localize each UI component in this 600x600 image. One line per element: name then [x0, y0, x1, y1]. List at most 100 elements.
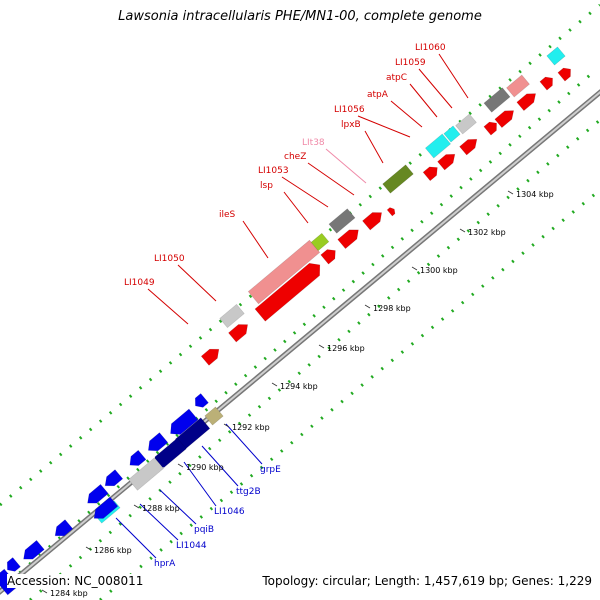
forward-gene-5[interactable] [362, 208, 385, 231]
dot-track-2 [29, 118, 600, 600]
gene-label-bottom-2[interactable]: LI1046 [214, 507, 245, 517]
gene-label-top-4[interactable]: LI1056 [334, 105, 365, 115]
gene-label-top-12[interactable]: LI1049 [124, 278, 155, 288]
reverse-gene-1[interactable] [166, 408, 199, 439]
genome-backbone [0, 89, 600, 595]
map-title: Lawsonia intracellularis PHE/MN1-00, com… [118, 9, 482, 24]
gene-label-bottom-4[interactable]: LI1044 [176, 541, 207, 551]
reverse-gene-11[interactable] [90, 496, 119, 523]
tick-mark-4 [223, 423, 230, 428]
upper-feature-0[interactable] [219, 303, 245, 329]
forward-gene-13[interactable] [557, 65, 574, 82]
upper-feature-7[interactable] [455, 113, 477, 135]
reverse-gene-4[interactable] [101, 469, 124, 491]
leader-top-7 [307, 162, 355, 196]
upper-feature-1[interactable] [247, 239, 321, 305]
accession-text: Accession: NC_008011 [7, 574, 144, 588]
reverse-gene-0[interactable] [192, 393, 209, 411]
gene-label-top-9[interactable]: lsp [260, 181, 273, 191]
tick-label-8: 1300 kbp [420, 266, 458, 275]
gene-label-top-7[interactable]: cheZ [284, 152, 306, 162]
forward-gene-2[interactable] [254, 259, 325, 322]
reverse-gene-9[interactable] [204, 406, 224, 426]
gene-label-bottom-0[interactable]: grpE [260, 465, 281, 475]
reverse-gene-8[interactable] [128, 457, 164, 491]
tick-label-9: 1302 kbp [468, 228, 506, 237]
tick-mark-6 [318, 344, 325, 349]
forward-gene-1[interactable] [228, 320, 251, 343]
tick-label-1: 1286 kbp [94, 546, 132, 555]
leader-bottom-3 [159, 489, 197, 525]
upper-feature-2[interactable] [310, 232, 330, 252]
reverse-gene-5[interactable] [84, 483, 109, 507]
upper-feature-8[interactable] [483, 87, 511, 113]
leader-bottom-0 [225, 423, 263, 465]
reverse-gene-13[interactable] [20, 539, 45, 563]
tick-mark-3 [177, 463, 184, 468]
backbone-highlight [0, 91, 600, 593]
label-leaders [115, 53, 469, 559]
forward-gene-9[interactable] [483, 119, 500, 136]
forward-gene-0[interactable] [200, 345, 223, 366]
forward-gene-6[interactable] [422, 163, 441, 182]
gene-label-bottom-1[interactable]: ttg2B [236, 487, 261, 497]
leader-top-4 [357, 115, 411, 138]
tick-label-6: 1296 kbp [327, 344, 365, 353]
leader-top-1 [418, 68, 453, 109]
feature-layer [0, 46, 574, 596]
gene-label-top-3[interactable]: atpA [367, 90, 389, 100]
tick-label-2: 1288 kbp [142, 504, 180, 513]
gene-label-top-1[interactable]: LI1059 [395, 58, 426, 68]
gene-label-top-5[interactable]: lpxB [341, 120, 361, 130]
leader-top-2 [409, 83, 438, 118]
reverse-gene-3[interactable] [126, 449, 147, 469]
leader-top-10 [242, 220, 269, 259]
leader-bottom-2 [183, 461, 217, 507]
tick-label-0: 1284 kbp [50, 589, 88, 598]
forward-gene-12[interactable] [539, 74, 556, 91]
tick-label-10: 1304 kbp [516, 190, 554, 199]
forward-gene-14[interactable] [386, 206, 397, 217]
gene-label-top-6[interactable]: LIt38 [302, 138, 325, 148]
upper-feature-3[interactable] [328, 208, 356, 234]
leader-top-5 [364, 130, 384, 164]
upper-feature-6[interactable] [443, 125, 461, 143]
leader-bottom-5 [115, 517, 157, 559]
leader-top-12 [147, 288, 189, 325]
forward-gene-7[interactable] [437, 150, 459, 171]
leader-top-0 [438, 53, 469, 99]
tick-mark-9 [459, 228, 466, 233]
gene-label-bottom-3[interactable]: pqiB [194, 525, 214, 535]
upper-feature-9[interactable] [506, 74, 530, 98]
tick-label-7: 1298 kbp [373, 304, 411, 313]
forward-gene-8[interactable] [459, 135, 481, 156]
gene-label-bottom-5[interactable]: hprA [154, 559, 176, 569]
tick-mark-8 [411, 266, 418, 271]
forward-gene-11[interactable] [516, 89, 539, 112]
upper-feature-5[interactable] [424, 133, 452, 159]
gene-label-top-2[interactable]: atpC [386, 73, 407, 83]
reverse-gene-12[interactable] [51, 519, 74, 541]
forward-gene-4[interactable] [337, 225, 363, 250]
forward-gene-10[interactable] [494, 106, 517, 129]
axis-ticks: 1284 kbp 1286 kbp 1288 kbp 1290 kbp 1292 kbp… [41, 190, 554, 598]
leader-bottom-4 [139, 503, 179, 541]
tick-mark-2 [133, 504, 140, 509]
tick-mark-1 [85, 546, 92, 551]
tick-mark-10 [507, 190, 514, 195]
reverse-gene-14[interactable] [4, 557, 21, 575]
gene-label-top-8[interactable]: LI1053 [258, 166, 289, 176]
gene-label-top-0[interactable]: LI1060 [415, 43, 446, 53]
upper-feature-4[interactable] [382, 164, 414, 194]
gene-label-top-11[interactable]: LI1050 [154, 254, 185, 264]
dot-track-3 [99, 188, 600, 600]
reverse-gene-2[interactable] [144, 432, 169, 456]
leader-top-9 [283, 191, 309, 224]
forward-gene-3[interactable] [320, 246, 339, 265]
gene-label-top-10[interactable]: ileS [219, 210, 236, 220]
upper-feature-10[interactable] [546, 46, 566, 66]
tick-dot-tracks [0, 3, 600, 600]
tick-mark-7 [364, 304, 371, 309]
